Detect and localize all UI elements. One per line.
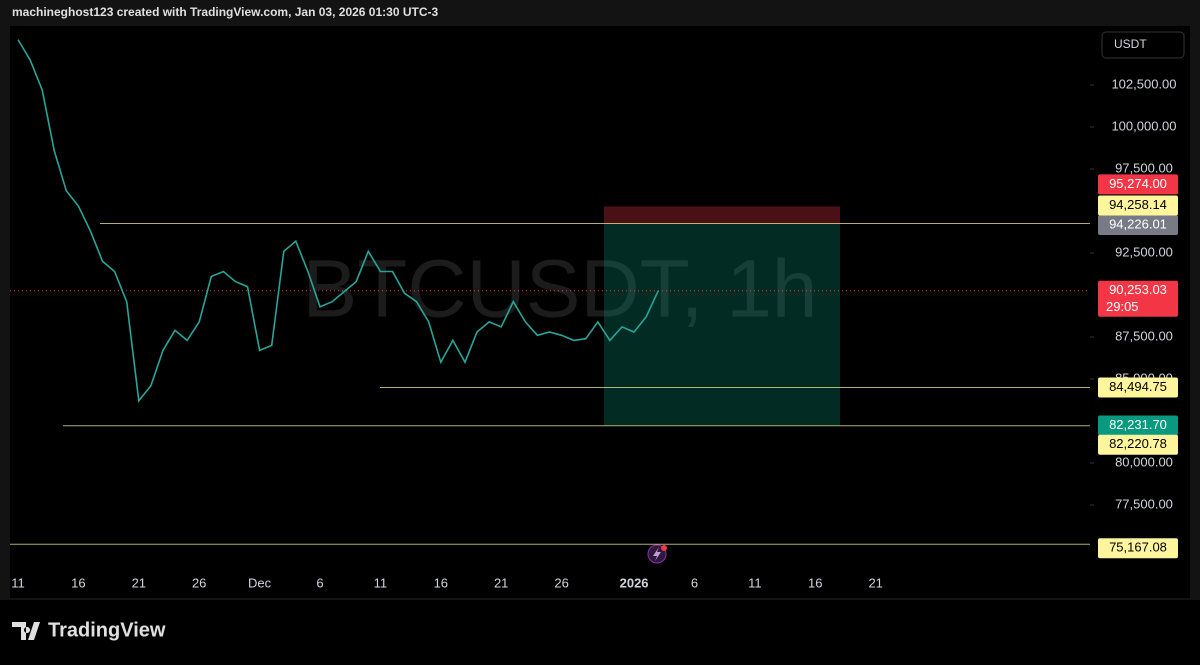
x-tick-label: Dec [248,575,272,590]
watermark: BTCUSDT, 1h [303,244,818,335]
stop-zone [604,206,840,225]
price-label-box [1098,415,1178,436]
x-tick-label: 11 [748,575,762,590]
x-tick-label: 16 [434,575,448,590]
x-tick-label: 21 [132,575,146,590]
price-label-box [1098,174,1178,195]
alert-icon[interactable] [647,544,667,564]
x-tick-label: 11 [11,575,25,590]
price-label: 84,494.75 [1109,379,1167,394]
x-tick-label: 11 [374,575,388,590]
y-tick-label: 87,500.00 [1115,328,1173,343]
footer-logo-text[interactable]: TradingView [48,619,166,641]
footer-bar [0,600,1200,660]
price-label-box [1098,377,1178,398]
price-label-box [1098,195,1178,216]
footer-logo[interactable]: TradingView [12,619,166,641]
price-label: 95,274.00 [1109,176,1167,191]
x-tick-label: 16 [808,575,822,590]
y-tick-label: 92,500.00 [1115,244,1173,259]
x-tick-label: 6 [316,575,323,590]
x-tick-label: 6 [691,575,698,590]
price-label: 94,226.01 [1109,216,1167,231]
countdown: 29:05 [1106,299,1139,314]
y-tick-label: 77,500.00 [1115,496,1173,511]
price-label-box [1098,434,1178,455]
target-zone [604,224,840,426]
header-text: machineghost123 created with TradingView… [12,5,438,19]
price-label-box [1098,215,1178,236]
price-label: 82,231.70 [1109,417,1167,432]
price-label-box [1098,538,1178,559]
plot [10,39,1090,545]
currency-box[interactable] [1101,31,1185,59]
x-tick-label: 21 [494,575,508,590]
x-tick-label: 21 [868,575,882,590]
price-label: 82,220.78 [1109,436,1167,451]
price-label: 75,167.08 [1109,540,1167,555]
x-tick-label: 26 [192,575,206,590]
y-tick-label: 97,500.00 [1115,160,1173,175]
y-tick-label: 100,000.00 [1111,118,1176,133]
price-line [17,39,659,403]
price-label: 90,253.03 [1109,282,1167,297]
x-tick-label: 26 [554,575,568,590]
price-label: 94,258.14 [1109,197,1167,212]
x-tick-label: 2026 [620,575,649,590]
currency[interactable]: USDT [1114,37,1147,51]
chart-pane [10,26,1190,598]
price-label-box [1098,280,1178,317]
x-tick-label: 16 [71,575,85,590]
y-tick-label: 80,000.00 [1115,454,1173,469]
y-tick-label: 102,500.00 [1111,76,1176,91]
